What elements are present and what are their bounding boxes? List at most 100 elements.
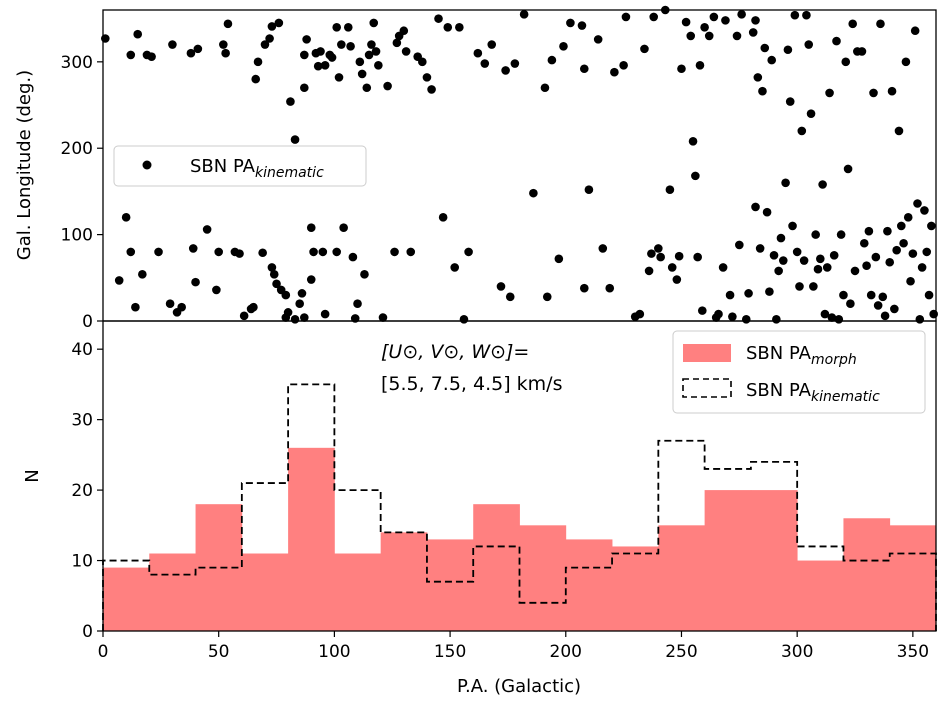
- morph-histogram-bar: [843, 518, 891, 631]
- scatter-point: [193, 44, 203, 54]
- scatter-point: [357, 69, 367, 79]
- scatter-point: [313, 61, 323, 71]
- histogram-x-axis-label: P.A. (Galactic): [457, 676, 581, 697]
- scatter-point: [697, 306, 707, 315]
- scatter-point: [290, 135, 300, 144]
- scatter-point: [811, 230, 820, 239]
- scatter-point: [737, 10, 746, 19]
- scatter-point: [906, 276, 915, 286]
- scatter-point: [769, 251, 779, 260]
- histogram-y-axis-label: N: [22, 469, 43, 482]
- scatter-point: [850, 266, 860, 276]
- scatter-point: [401, 47, 411, 56]
- scatter-point: [191, 277, 200, 287]
- scatter-point: [894, 126, 904, 136]
- morph-histogram-bar: [889, 525, 937, 631]
- scatter-point: [681, 17, 691, 27]
- scatter-point: [647, 249, 656, 258]
- scatter-point: [901, 57, 911, 67]
- histogram-panel: 0 10 20 30 40 0 50 100 150 200 250 300 350 N P.A. (…: [22, 320, 937, 697]
- scatter-point: [360, 270, 369, 279]
- scatter-point: [755, 244, 765, 253]
- scatter-point: [434, 14, 443, 23]
- scatter-point: [896, 221, 906, 231]
- scatter-point: [672, 275, 682, 284]
- scatter-point: [866, 290, 876, 300]
- scatter-point: [406, 247, 416, 257]
- scatter-point: [399, 26, 409, 36]
- scatter-point: [644, 266, 654, 276]
- scatter-point: [781, 178, 790, 188]
- scatter-point: [704, 31, 714, 41]
- solar-motion-annotation-line2: [5.5, 7.5, 4.5] km/s: [381, 373, 562, 395]
- scatter-point: [804, 40, 814, 49]
- scatter-point: [355, 57, 365, 67]
- scatter-point: [427, 85, 436, 94]
- kinematic-step-line: [102, 383, 937, 631]
- scatter-point: [688, 137, 698, 146]
- scatter-legend-label: SBN PAkinematic: [190, 156, 324, 181]
- scatter-point: [272, 279, 281, 289]
- scatter-point: [806, 109, 816, 118]
- scatter-legend-marker: [142, 160, 152, 170]
- scatter-point: [300, 83, 309, 93]
- scatter-point: [339, 223, 348, 232]
- scatter-point: [816, 254, 825, 264]
- scatter-point: [686, 31, 696, 41]
- scatter-point: [501, 66, 510, 75]
- scatter-point: [253, 57, 263, 67]
- scatter-point: [920, 206, 929, 215]
- scatter-point: [202, 225, 212, 234]
- scatter-point: [579, 64, 589, 74]
- scatter-point: [913, 199, 922, 208]
- scatter-point: [320, 60, 330, 70]
- scatter-point: [772, 314, 781, 324]
- scatter-point: [309, 247, 318, 257]
- scatter-point: [797, 126, 807, 136]
- histogram-y-tick-label: 10: [71, 552, 93, 572]
- scatter-point: [364, 50, 374, 60]
- scatter-panel: 0 100 200 300 Gal. Longitude (deg.) SBN PAk…: [14, 5, 938, 332]
- scatter-point: [455, 22, 464, 32]
- histogram-y-ticks: 0 10 20 30 40: [71, 340, 103, 642]
- scatter-point: [892, 245, 901, 255]
- scatter-point: [818, 180, 827, 189]
- scatter-point: [290, 314, 300, 324]
- scatter-point: [728, 312, 737, 321]
- scatter-point: [598, 244, 608, 253]
- scatter-legend-box: [113, 145, 367, 187]
- scatter-point: [924, 290, 934, 300]
- scatter-point: [147, 52, 156, 61]
- scatter-point: [473, 48, 483, 58]
- scatter-point: [374, 60, 383, 70]
- scatter-point: [126, 50, 136, 60]
- scatter-point: [251, 74, 261, 84]
- morph-histogram-bar: [288, 447, 335, 631]
- scatter-point: [890, 304, 899, 314]
- histogram-x-tick-label: 200: [550, 642, 582, 662]
- scatter-point: [121, 213, 131, 222]
- scatter-point: [593, 35, 603, 44]
- scatter-point: [212, 285, 221, 295]
- morph-histogram-bar: [612, 546, 659, 631]
- scatter-point: [221, 48, 230, 58]
- scatter-point: [165, 299, 175, 309]
- scatter-point: [267, 22, 277, 31]
- scatter-point: [371, 47, 381, 56]
- scatter-point: [249, 302, 258, 312]
- scatter-point: [348, 252, 358, 262]
- scatter-point: [281, 290, 291, 300]
- scatter-point: [857, 47, 867, 56]
- scatter-point: [496, 282, 506, 291]
- kinematic-legend-label-main: SBN PA: [746, 380, 812, 401]
- scatter-point: [748, 28, 758, 37]
- scatter-point: [274, 18, 284, 28]
- scatter-point: [883, 226, 892, 236]
- scatter-point: [223, 19, 233, 29]
- scatter-point: [862, 261, 871, 271]
- scatter-point: [353, 299, 362, 309]
- scatter-point: [732, 31, 742, 41]
- scatter-point: [841, 57, 851, 67]
- scatter-point: [383, 81, 392, 91]
- scatter-point: [450, 263, 460, 272]
